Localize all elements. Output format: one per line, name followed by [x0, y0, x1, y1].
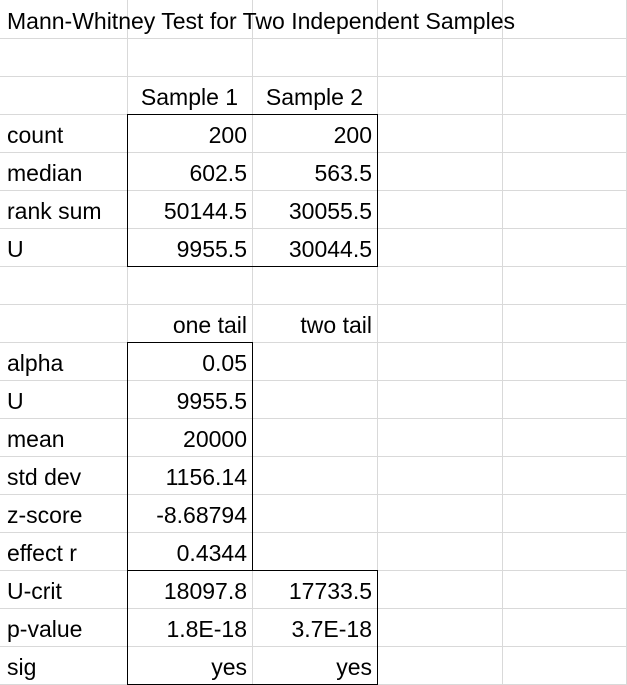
cell-z-score-two-tail[interactable]	[252, 494, 377, 532]
cell-median-sample-2[interactable]: 563.5	[314, 160, 372, 186]
row-label-z-score[interactable]: z-score	[7, 502, 83, 528]
row-gridline	[0, 608, 627, 609]
header-two-tail[interactable]: two tail	[300, 312, 372, 338]
cell-rank-sum-sample-1[interactable]: 50144.5	[163, 198, 247, 224]
cell-z-score-one-tail[interactable]: -8.68794	[156, 502, 247, 528]
cell-rank-sum-sample-2[interactable]: 30055.5	[288, 198, 372, 224]
row-label-median[interactable]: median	[7, 160, 83, 186]
sample-range-border	[127, 114, 378, 267]
row-label-std-dev[interactable]: std dev	[7, 464, 82, 490]
cell-mean-one-tail[interactable]: 20000	[183, 426, 247, 452]
row-label-effect-r[interactable]: effect r	[7, 540, 77, 566]
sheet-title[interactable]: Mann-Whitney Test for Two Independent Sa…	[7, 8, 515, 34]
cell-count-sample-1[interactable]: 200	[208, 122, 247, 148]
cell-effect-r-one-tail[interactable]: 0.4344	[176, 540, 247, 566]
row-gridline	[0, 342, 627, 343]
cell-std-dev-one-tail[interactable]: 1156.14	[165, 464, 247, 490]
cell-sig-one-tail[interactable]: yes	[211, 654, 247, 680]
cell-alpha-two-tail[interactable]	[252, 342, 377, 380]
results-range-border	[127, 570, 378, 685]
cell-std-dev-two-tail[interactable]	[252, 456, 377, 494]
row-label-rank-sum[interactable]: rank sum	[7, 198, 102, 224]
row-label-count[interactable]: count	[7, 122, 64, 148]
cell-p-value-two-tail[interactable]: 3.7E-18	[291, 616, 372, 642]
row-gridline	[0, 646, 627, 647]
cell-mean-two-tail[interactable]	[252, 418, 377, 456]
cell-effect-r-two-tail[interactable]	[252, 532, 377, 570]
cell-u-sample-1[interactable]: 9955.5	[176, 236, 247, 262]
stats-range-border	[127, 342, 253, 571]
row-gridline	[0, 380, 627, 381]
cell-median-sample-1[interactable]: 602.5	[189, 160, 247, 186]
row-label-alpha[interactable]: alpha	[7, 350, 64, 376]
cell-sig-two-tail[interactable]: yes	[336, 654, 372, 680]
cell-u-two-tail[interactable]	[252, 380, 377, 418]
row-gridline	[0, 38, 627, 39]
header-sample-1[interactable]: Sample 1	[140, 84, 239, 110]
row-label-mean[interactable]: mean	[7, 426, 65, 452]
header-one-tail[interactable]: one tail	[172, 312, 247, 338]
row-gridline	[0, 304, 627, 305]
cell-alpha-one-tail[interactable]: 0.05	[202, 350, 247, 376]
cell-p-value-one-tail[interactable]: 1.8E-18	[166, 616, 247, 642]
cell-u-sample-2[interactable]: 30044.5	[288, 236, 372, 262]
row-gridline	[0, 228, 627, 229]
header-sample-2[interactable]: Sample 2	[265, 84, 364, 110]
row-gridline	[0, 532, 627, 533]
row-label-u[interactable]: U	[7, 236, 24, 262]
row-label-u-crit[interactable]: U-crit	[7, 578, 62, 604]
cell-u-crit-two-tail[interactable]: 17733.5	[288, 578, 372, 604]
row-gridline	[0, 76, 627, 77]
cell-count-sample-2[interactable]: 200	[333, 122, 372, 148]
cell-u-one-tail[interactable]: 9955.5	[176, 388, 247, 414]
row-gridline	[0, 494, 627, 495]
row-gridline	[0, 152, 627, 153]
row-gridline	[0, 418, 627, 419]
row-gridline	[0, 456, 627, 457]
row-label-sig[interactable]: sig	[7, 654, 37, 680]
row-label-p-value[interactable]: p-value	[7, 616, 83, 642]
row-label-u-stat[interactable]: U	[7, 388, 24, 414]
row-gridline	[0, 190, 627, 191]
cell-u-crit-one-tail[interactable]: 18097.8	[163, 578, 247, 604]
